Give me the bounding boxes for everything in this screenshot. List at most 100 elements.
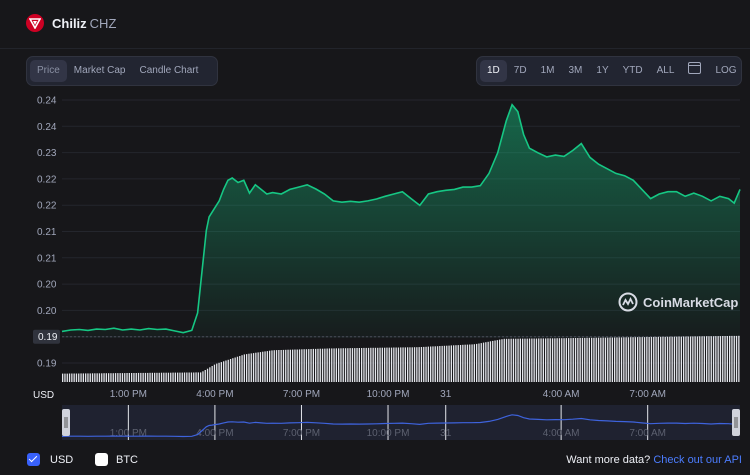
- volume-bar: [561, 338, 563, 382]
- volume-bar: [172, 372, 174, 382]
- volume-bar: [623, 337, 625, 382]
- volume-bar: [278, 350, 280, 382]
- volume-bar: [186, 372, 188, 382]
- volume-bar: [478, 343, 480, 382]
- usd-label: USD: [50, 454, 74, 466]
- volume-bar: [678, 336, 680, 382]
- volume-bar: [167, 372, 170, 382]
- volume-bar: [384, 347, 386, 382]
- volume-bar: [271, 350, 273, 382]
- y-tick-label: 0.20: [37, 306, 57, 317]
- volume-bar: [574, 338, 577, 382]
- volume-bar: [381, 347, 383, 382]
- calendar-icon: [688, 62, 702, 74]
- volume-bar: [266, 351, 268, 382]
- volume-bar: [75, 373, 78, 382]
- usd-checkbox[interactable]: [27, 453, 40, 466]
- date-picker-button[interactable]: [681, 60, 708, 82]
- range-1m-button[interactable]: 1M: [540, 65, 555, 76]
- volume-bar: [282, 349, 285, 382]
- range-3m-button[interactable]: 3M: [568, 65, 583, 76]
- volume-bar: [133, 373, 135, 382]
- volume-bar: [427, 346, 429, 382]
- volume-bar: [687, 336, 689, 382]
- volume-bar: [411, 347, 413, 382]
- range-navigator[interactable]: 1:00 PM 4:00 PM 7:00 PM 10:00 PM 31 4:00 AM 7:…: [61, 405, 741, 440]
- volume-bar: [395, 347, 397, 382]
- tab-candle-chart[interactable]: Candle Chart: [139, 65, 199, 76]
- volume-bar: [508, 338, 510, 382]
- navigator-tick-label: 4:00 AM: [543, 428, 580, 439]
- volume-bar: [370, 347, 372, 382]
- volume-bar: [600, 337, 602, 382]
- range-ytd-button[interactable]: YTD: [622, 65, 643, 76]
- coin-title: Chiliz CHZ: [52, 16, 116, 31]
- volume-bar: [450, 345, 452, 382]
- api-link[interactable]: Check out our API: [653, 454, 742, 466]
- y-tick-label: 0.22: [37, 201, 57, 212]
- volume-bar: [563, 338, 565, 382]
- btc-checkbox[interactable]: [95, 453, 108, 466]
- btc-label: BTC: [116, 454, 138, 466]
- volume-bar: [137, 372, 140, 382]
- volume-bar: [480, 343, 482, 382]
- volume-bar: [315, 348, 317, 382]
- volume-bar: [556, 338, 558, 382]
- volume-bar: [308, 349, 310, 382]
- volume-bar: [310, 349, 312, 382]
- time-range-tabs: 1D 7D 1M 3M 1Y YTD ALL LOG: [476, 56, 742, 86]
- volume-bar: [503, 338, 505, 382]
- volume-bar: [620, 337, 623, 382]
- y-unit-label: USD: [33, 390, 54, 401]
- volume-bar: [671, 336, 673, 382]
- tab-price[interactable]: Price: [30, 60, 67, 82]
- range-1y-button[interactable]: 1Y: [596, 65, 609, 76]
- x-tick-label: 4:00 PM: [196, 389, 233, 400]
- navigator-right-handle[interactable]: [732, 409, 740, 436]
- volume-bar: [331, 348, 333, 382]
- volume-bar: [524, 338, 526, 382]
- volume-bar: [110, 373, 112, 382]
- volume-bar: [570, 338, 572, 382]
- log-scale-button[interactable]: LOG: [715, 65, 737, 76]
- tab-market-cap[interactable]: Market Cap: [73, 65, 126, 76]
- volume-bar: [650, 337, 653, 382]
- volume-bar: [177, 372, 179, 382]
- volume-bar: [586, 337, 588, 382]
- y-tick-label: 0.20: [37, 280, 57, 291]
- volume-bar: [301, 349, 303, 382]
- volume-bar: [354, 348, 356, 382]
- navigator-tick-label: 10:00 PM: [367, 428, 410, 439]
- volume-bar: [715, 336, 717, 382]
- volume-bar: [89, 373, 91, 382]
- range-all-button[interactable]: ALL: [656, 65, 675, 76]
- volume-bar: [121, 373, 124, 382]
- volume-bar: [666, 336, 669, 382]
- volume-bar: [591, 337, 593, 382]
- volume-bar: [227, 359, 229, 382]
- volume-bar: [131, 373, 133, 382]
- volume-bar: [181, 372, 183, 382]
- volume-bar: [551, 338, 554, 382]
- volume-bar: [124, 373, 126, 382]
- range-7d-button[interactable]: 7D: [513, 65, 527, 76]
- volume-bar: [646, 337, 648, 382]
- volume-bar: [441, 345, 443, 382]
- x-tick-label: 4:00 AM: [543, 389, 580, 400]
- volume-bar: [416, 347, 418, 382]
- current-price-tag: 0.19: [33, 329, 60, 344]
- navigator-left-handle[interactable]: [62, 409, 70, 436]
- volume-bar: [193, 372, 195, 382]
- volume-bar: [96, 373, 98, 382]
- volume-bar: [142, 372, 144, 382]
- range-1d-button[interactable]: 1D: [480, 60, 507, 82]
- volume-bar: [664, 336, 666, 382]
- volume-bar: [179, 372, 181, 382]
- y-tick-label: 0.21: [37, 253, 57, 264]
- volume-bar: [379, 347, 381, 382]
- volume-bar: [298, 349, 301, 382]
- volume-bar: [568, 338, 570, 382]
- volume-bar: [220, 362, 222, 382]
- volume-bar: [388, 347, 390, 382]
